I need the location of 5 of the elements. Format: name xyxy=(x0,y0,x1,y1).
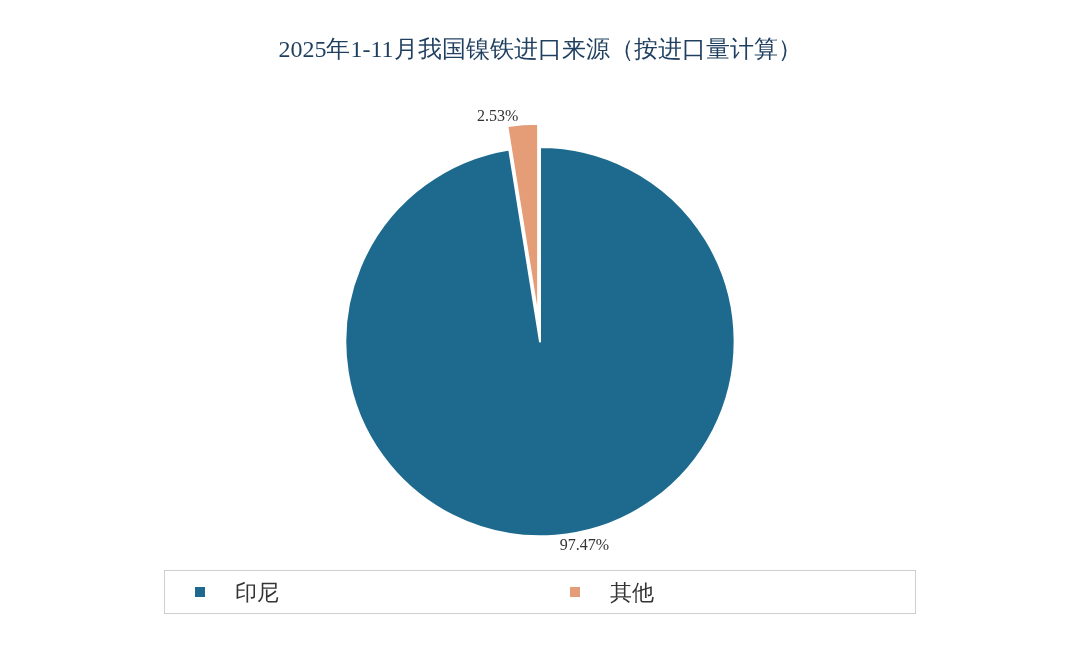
chart-title: 2025年1-11月我国镍铁进口来源（按进口量计算） xyxy=(278,35,802,62)
legend-label: 印尼 xyxy=(235,580,279,606)
legend-label: 其他 xyxy=(610,580,654,606)
data-label: 97.47% xyxy=(559,535,610,553)
data-label: 2.53% xyxy=(477,107,519,125)
